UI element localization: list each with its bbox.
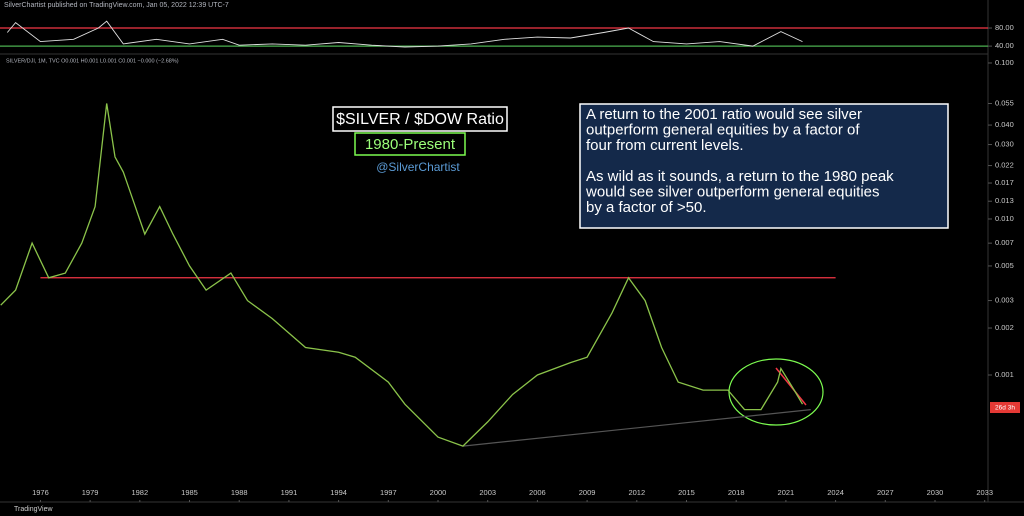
note-text: outperform general equities by a factor …	[586, 121, 860, 138]
x-tick-label: 1991	[281, 488, 298, 497]
y-tick-label: 0.100	[995, 58, 1014, 67]
x-tick-label: 1994	[330, 488, 347, 497]
x-tick-label: 2030	[927, 488, 944, 497]
y-tick-label: 0.030	[995, 140, 1014, 149]
price-tag-label: 26d 3h	[995, 405, 1015, 412]
annotation-line	[462, 409, 811, 447]
note-text: would see silver outperform general equi…	[585, 183, 880, 200]
y-tick-label: 80.00	[995, 23, 1014, 32]
series-line	[0, 103, 804, 447]
series-line	[6, 20, 803, 48]
x-tick-label: 2012	[628, 488, 645, 497]
x-tick-label: 2000	[430, 488, 447, 497]
triangle-edge	[775, 367, 807, 406]
y-tick-label: 0.005	[995, 261, 1014, 270]
y-tick-label: 0.013	[995, 196, 1014, 205]
x-tick-label: 2018	[728, 488, 745, 497]
x-tick-label: 1979	[82, 488, 99, 497]
subtitle: 1980-Present	[365, 136, 456, 153]
x-tick-label: 2027	[877, 488, 894, 497]
y-tick-label: 40.00	[995, 41, 1014, 50]
x-tick-label: 1976	[32, 488, 49, 497]
y-tick-label: 0.055	[995, 98, 1014, 107]
note-box	[579, 103, 949, 229]
x-tick-label: 2006	[529, 488, 546, 497]
x-tick-label: 2024	[827, 488, 844, 497]
title-box	[332, 106, 508, 132]
y-tick-label: 0.002	[995, 323, 1014, 332]
header: SilverChartist published on TradingView.…	[4, 2, 229, 9]
symbol-info: SILVER/DJI, 1M, TVC O0.001 H0.001 L0.001…	[6, 58, 179, 64]
y-tick-label: 0.001	[995, 370, 1014, 379]
x-tick-label: 1997	[380, 488, 397, 497]
author: @SilverChartist	[376, 160, 460, 174]
y-tick-label: 0.017	[995, 178, 1014, 187]
note-text: four from current levels.	[586, 137, 744, 154]
footer: TradingView	[14, 506, 53, 513]
y-tick-label: 0.040	[995, 120, 1014, 129]
x-tick-label: 2009	[579, 488, 596, 497]
y-tick-label: 0.022	[995, 161, 1014, 170]
x-tick-label: 1988	[231, 488, 248, 497]
note-text: by a factor of >50.	[586, 199, 707, 216]
x-tick-label: 2033	[976, 488, 993, 497]
note-text: As wild as it sounds, a return to the 19…	[586, 168, 894, 185]
y-tick-label: 0.007	[995, 238, 1014, 247]
note-text: A return to the 2001 ratio would see sil…	[586, 106, 862, 123]
x-tick-label: 2021	[778, 488, 795, 497]
x-tick-label: 2015	[678, 488, 695, 497]
subtitle-box	[354, 132, 466, 156]
chart-title: $SILVER / $DOW Ratio	[336, 111, 504, 128]
y-tick-label: 0.010	[995, 214, 1014, 223]
x-tick-label: 2003	[479, 488, 496, 497]
y-tick-label: 0.003	[995, 296, 1014, 305]
x-tick-label: 1982	[131, 488, 148, 497]
price-tag	[990, 402, 1020, 413]
x-tick-label: 1985	[181, 488, 198, 497]
